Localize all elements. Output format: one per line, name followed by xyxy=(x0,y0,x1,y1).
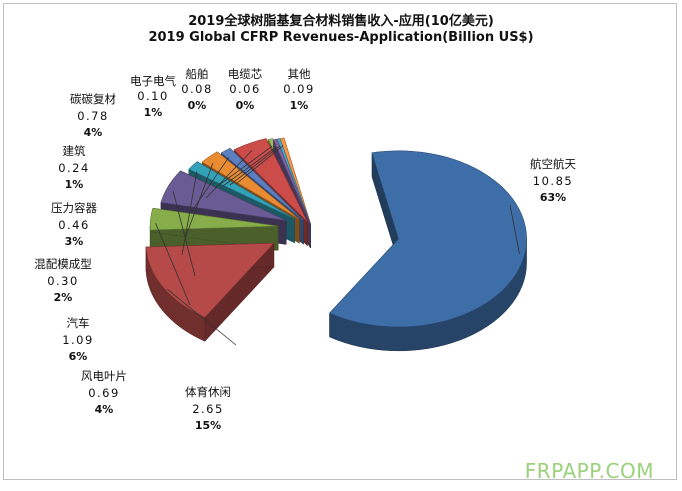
slice-value-7: 0.78 xyxy=(77,109,109,123)
slice-value-10: 0.06 xyxy=(229,82,261,96)
slice-label-5: 压力容器 xyxy=(51,201,97,215)
slice-label-2: 风电叶片 xyxy=(81,369,127,383)
slice-label-8: 电子电气 xyxy=(130,74,176,88)
slice-value-1: 2.65 xyxy=(192,402,224,416)
slice-pct-4: 2% xyxy=(54,291,73,304)
watermark: FRPAPP.COM xyxy=(524,459,654,483)
pie-slice-0 xyxy=(329,150,527,352)
slice-value-8: 0.10 xyxy=(137,89,169,103)
slice-value-2: 0.69 xyxy=(88,386,120,400)
leader-line-6 xyxy=(193,157,230,209)
chart-title-en: 2019 Global CFRP Revenues-Application(Bi… xyxy=(148,30,534,45)
slice-label-0: 航空航天 xyxy=(530,157,576,171)
slice-pct-10: 0% xyxy=(236,99,255,112)
slice-value-3: 1.09 xyxy=(62,333,94,347)
leader-line-2 xyxy=(155,223,191,306)
slice-pct-1: 15% xyxy=(195,419,221,432)
leader-line-3 xyxy=(172,191,196,277)
slice-pct-8: 1% xyxy=(144,106,163,119)
slice-label-4: 混配模成型 xyxy=(34,257,92,271)
slice-value-4: 0.30 xyxy=(47,274,79,288)
slice-label-7: 碳碳复材 xyxy=(70,92,116,106)
leader-line-7 xyxy=(205,150,253,199)
slice-value-0: 10.85 xyxy=(533,174,573,188)
leader-line-1 xyxy=(167,288,237,346)
slice-value-9: 0.08 xyxy=(181,82,213,96)
leader-line-10 xyxy=(229,145,281,186)
slice-pct-11: 1% xyxy=(290,99,309,112)
pie-slice-1 xyxy=(145,242,275,342)
slice-value-5: 0.46 xyxy=(58,218,90,232)
slice-value-11: 0.09 xyxy=(283,82,315,96)
slice-label-9: 船舶 xyxy=(186,67,209,81)
slice-pct-3: 6% xyxy=(69,350,88,363)
leader-line-0 xyxy=(509,204,520,255)
slice-label-11: 其他 xyxy=(288,67,311,81)
leader-line-9 xyxy=(222,146,277,187)
leader-line-4 xyxy=(181,171,198,256)
slice-value-6: 0.24 xyxy=(58,161,90,175)
slice-label-6: 建筑 xyxy=(63,144,86,158)
chart-title-cn: 2019全球树脂基复合材料销售收入-应用(10亿美元) xyxy=(188,14,494,29)
slice-pct-6: 1% xyxy=(65,178,84,191)
leader-line-8 xyxy=(214,145,273,189)
leader-line-11 xyxy=(235,145,284,185)
slice-label-10: 电缆芯 xyxy=(228,67,263,81)
slice-pct-9: 0% xyxy=(188,99,207,112)
slice-pct-2: 4% xyxy=(95,403,114,416)
slice-label-1: 体育休闲 xyxy=(185,385,231,399)
slice-pct-0: 63% xyxy=(540,191,566,204)
slice-pct-7: 4% xyxy=(84,126,103,139)
slice-label-3: 汽车 xyxy=(67,316,90,330)
chart-frame xyxy=(3,3,677,480)
slice-pct-5: 3% xyxy=(65,235,84,248)
